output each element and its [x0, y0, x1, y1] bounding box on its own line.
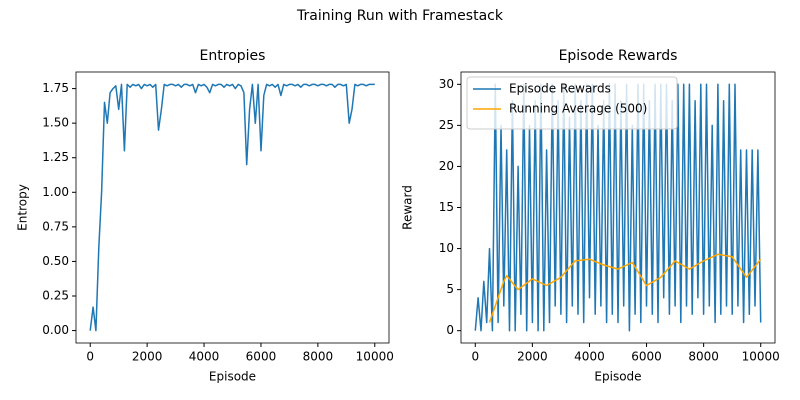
legend-label: Episode Rewards [509, 82, 611, 96]
x-tick-label: 0 [471, 350, 479, 364]
axes-title: Episode Rewards [559, 48, 678, 64]
y-tick-label: 1.25 [42, 150, 69, 164]
y-tick-label: 20 [439, 159, 454, 173]
series-line [488, 253, 762, 323]
y-tick-label: 1.00 [42, 185, 69, 199]
y-tick-label: 5 [446, 282, 454, 296]
y-tick-label: 0.00 [42, 323, 69, 337]
x-tick-label: 4000 [574, 350, 605, 364]
x-tick-label: 6000 [246, 350, 277, 364]
x-tick-label: 2000 [132, 350, 163, 364]
axes-title: Entropies [200, 48, 266, 64]
y-tick-label: 30 [439, 77, 454, 91]
y-tick-label: 25 [439, 118, 454, 132]
x-tick-label: 8000 [303, 350, 334, 364]
series-line [474, 83, 762, 332]
x-tick-label: 4000 [189, 350, 220, 364]
x-tick-label: 0 [86, 350, 94, 364]
legend-box [466, 76, 678, 130]
axes-frame [75, 71, 390, 344]
y-tick-label: 1.50 [42, 116, 69, 130]
x-tick-label: 2000 [517, 350, 548, 364]
y-tick-label: 10 [439, 241, 454, 255]
x-tick-label: 10000 [742, 350, 780, 364]
y-axis-label: Entropy [16, 184, 30, 231]
y-tick-label: 0.75 [42, 219, 69, 233]
x-axis-label: Episode [594, 370, 641, 384]
x-tick-label: 10000 [356, 350, 394, 364]
x-axis-label: Episode [209, 370, 256, 384]
y-tick-label: 0 [446, 323, 454, 337]
axes-frame [460, 71, 776, 344]
y-tick-label: 0.50 [42, 254, 69, 268]
y-tick-label: 0.25 [42, 288, 69, 302]
x-tick-label: 6000 [631, 350, 662, 364]
y-tick-label: 15 [439, 200, 454, 214]
figure-title: Training Run with Framestack [296, 8, 504, 24]
series-line [89, 83, 375, 332]
y-axis-label: Reward [401, 185, 415, 230]
x-tick-label: 8000 [688, 350, 719, 364]
legend-label: Running Average (500) [509, 102, 647, 116]
y-tick-label: 1.75 [42, 81, 69, 95]
